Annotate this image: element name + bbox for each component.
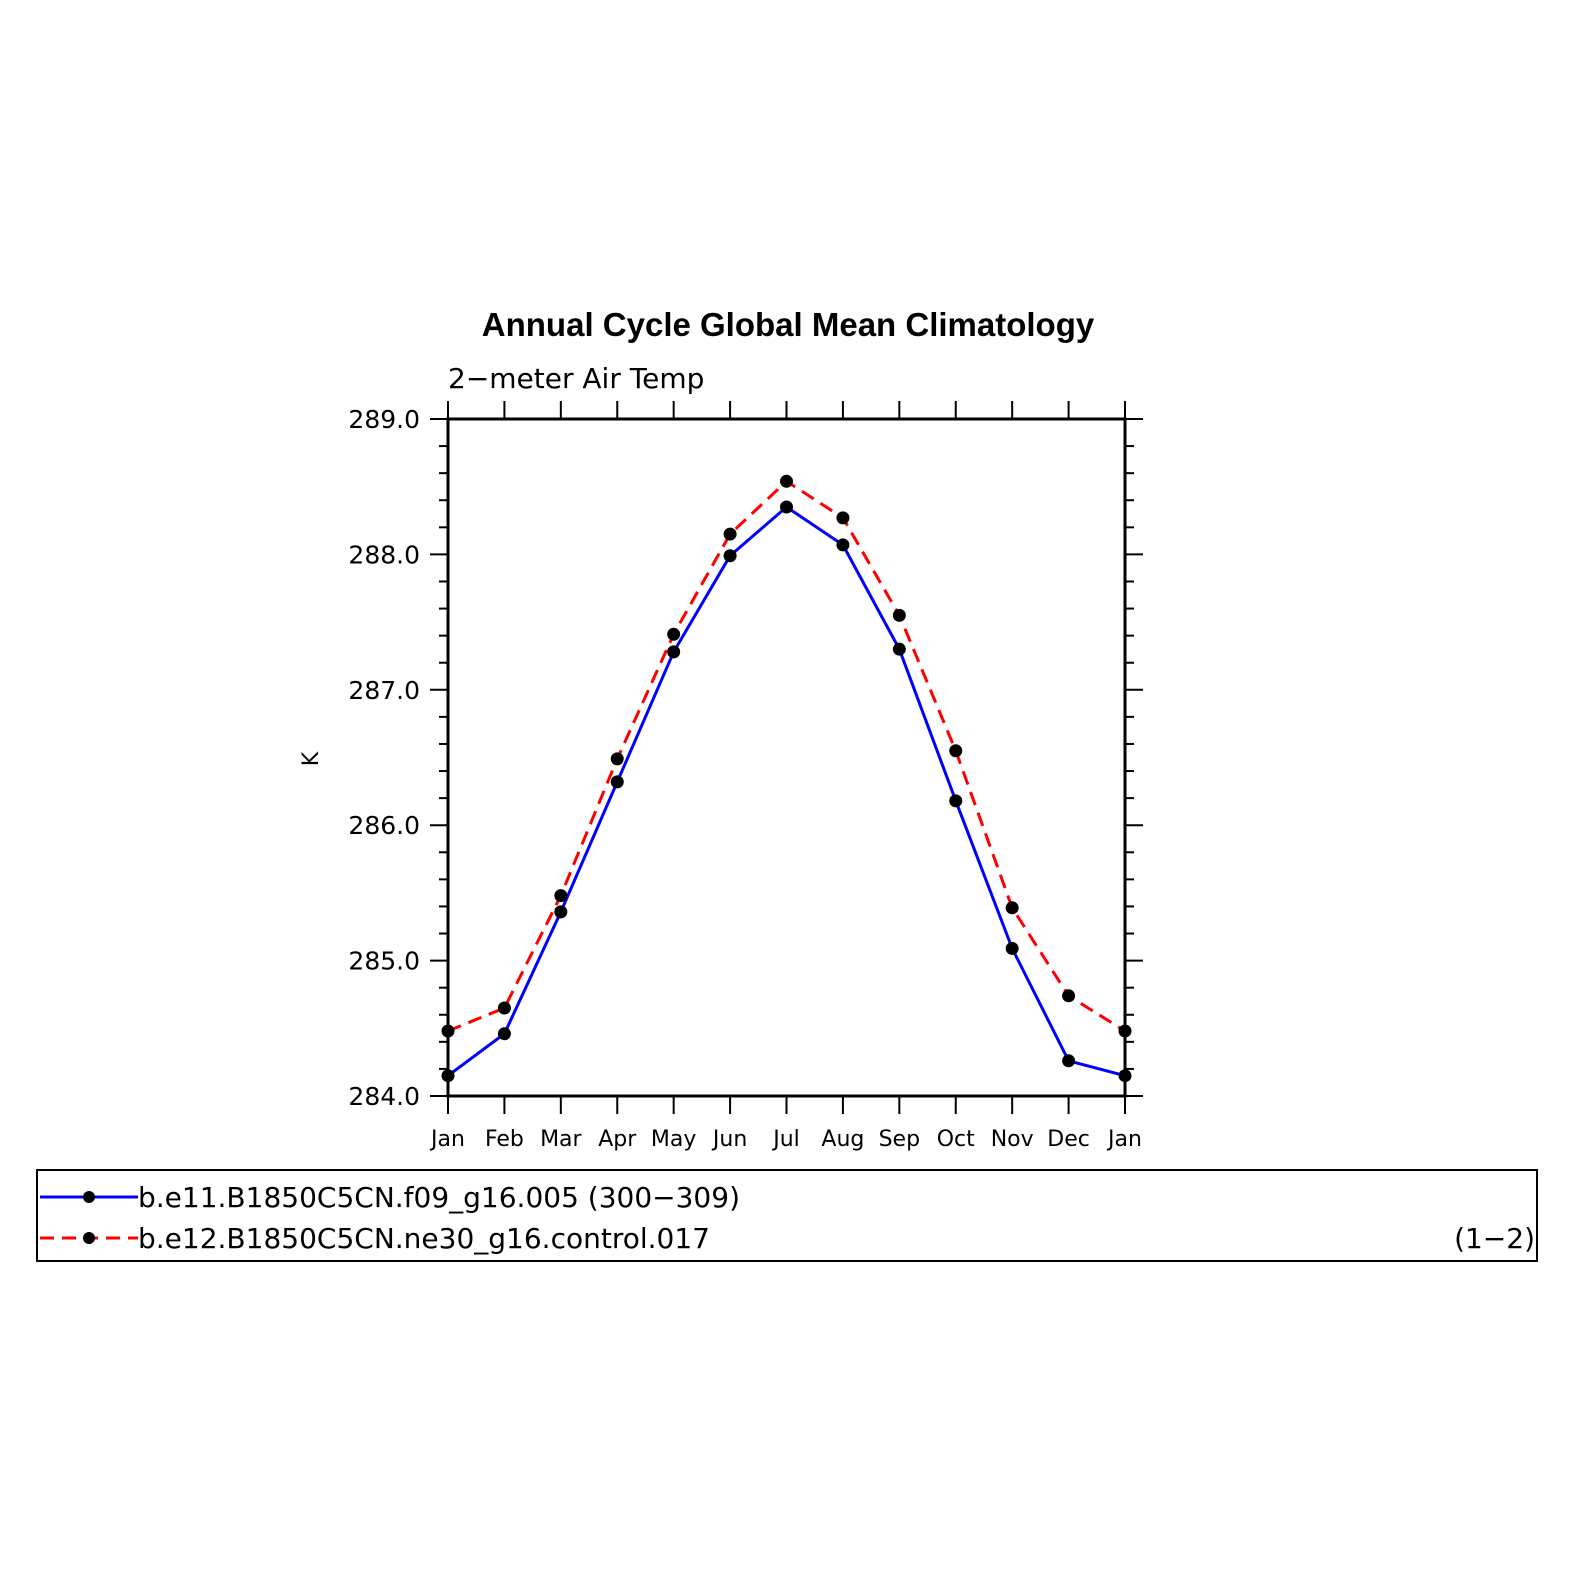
series-2-point bbox=[1062, 989, 1076, 1003]
x-tick-label: Jan bbox=[1106, 1127, 1142, 1152]
series-1-point bbox=[1118, 1069, 1132, 1083]
legend-marker-series-1 bbox=[83, 1191, 95, 1203]
legend-box bbox=[36, 1169, 1538, 1262]
series-2-point bbox=[610, 752, 624, 766]
x-tick-label: Aug bbox=[821, 1127, 864, 1152]
legend-label-series-1: b.e11.B1850C5CN.f09_g16.005 (300−309) bbox=[138, 1181, 740, 1214]
series-1-point bbox=[836, 538, 850, 552]
series-2-point bbox=[1118, 1024, 1132, 1038]
x-tick-label: Oct bbox=[937, 1127, 975, 1152]
legend-label-series-2: b.e12.B1850C5CN.ne30_g16.control.017 bbox=[138, 1222, 710, 1255]
x-tick-label: Jul bbox=[771, 1127, 800, 1152]
series-1-point bbox=[1062, 1054, 1076, 1068]
series-1-point bbox=[949, 794, 963, 808]
series-2-point bbox=[497, 1001, 511, 1015]
series-2-point bbox=[441, 1024, 455, 1038]
legend: b.e11.B1850C5CN.f09_g16.005 (300−309) b.… bbox=[36, 1169, 1538, 1262]
x-tick-label: Apr bbox=[598, 1127, 637, 1152]
chart-subtitle: 2−meter Air Temp bbox=[448, 362, 704, 395]
y-tick-label: 289.0 bbox=[348, 405, 420, 434]
series-2-point bbox=[780, 474, 793, 488]
x-tick-label: Nov bbox=[991, 1127, 1034, 1152]
plot-area bbox=[446, 417, 1127, 1098]
series-1-point bbox=[610, 775, 624, 789]
y-axis-label: K bbox=[299, 751, 324, 766]
series-line-2 bbox=[447, 479, 1126, 1033]
series-1-point bbox=[497, 1027, 511, 1041]
x-tick-label: Jan bbox=[429, 1127, 465, 1152]
y-tick-label: 284.0 bbox=[348, 1082, 420, 1111]
series-points bbox=[441, 474, 1132, 1083]
series-2-point bbox=[836, 511, 850, 525]
series-lines bbox=[447, 479, 1126, 1078]
legend-annotation: (1−2) bbox=[1454, 1222, 1535, 1255]
x-tick-label: Dec bbox=[1047, 1127, 1090, 1152]
y-tick-label: 288.0 bbox=[348, 540, 420, 569]
series-1-point bbox=[441, 1069, 455, 1083]
y-axis: 284.0 285.0 286.0 287.0 288.0 289.0 bbox=[348, 405, 1143, 1111]
series-2-point bbox=[554, 889, 568, 903]
y-tick-label: 286.0 bbox=[348, 811, 420, 840]
y-tick-label: 287.0 bbox=[348, 676, 420, 705]
chart-title: Annual Cycle Global Mean Climatology bbox=[482, 306, 1095, 343]
series-1-point bbox=[723, 549, 737, 563]
series-1-point bbox=[1005, 941, 1019, 955]
plot-frame bbox=[446, 417, 1127, 1098]
x-tick-label: Feb bbox=[485, 1127, 524, 1152]
series-2-point bbox=[723, 527, 737, 541]
y-tick-label: 285.0 bbox=[348, 947, 420, 976]
series-2-point bbox=[1005, 901, 1019, 915]
legend-marker-series-2 bbox=[83, 1232, 95, 1244]
series-1-point bbox=[554, 905, 568, 919]
x-tick-label: Jun bbox=[711, 1127, 747, 1152]
x-tick-label: May bbox=[651, 1127, 696, 1152]
x-tick-label: Sep bbox=[879, 1127, 920, 1152]
series-line-1 bbox=[447, 505, 1126, 1078]
series-1-point bbox=[892, 642, 906, 656]
series-1-point bbox=[667, 645, 681, 659]
x-tick-label: Mar bbox=[540, 1127, 582, 1152]
series-2-point bbox=[892, 608, 906, 622]
series-1-point bbox=[780, 500, 793, 514]
x-axis: Jan Feb Mar Apr May Jun Jul Aug Sep Oct Nov Dec Jan bbox=[429, 401, 1142, 1152]
series-2-point bbox=[949, 744, 963, 758]
series-2-point bbox=[667, 627, 681, 641]
